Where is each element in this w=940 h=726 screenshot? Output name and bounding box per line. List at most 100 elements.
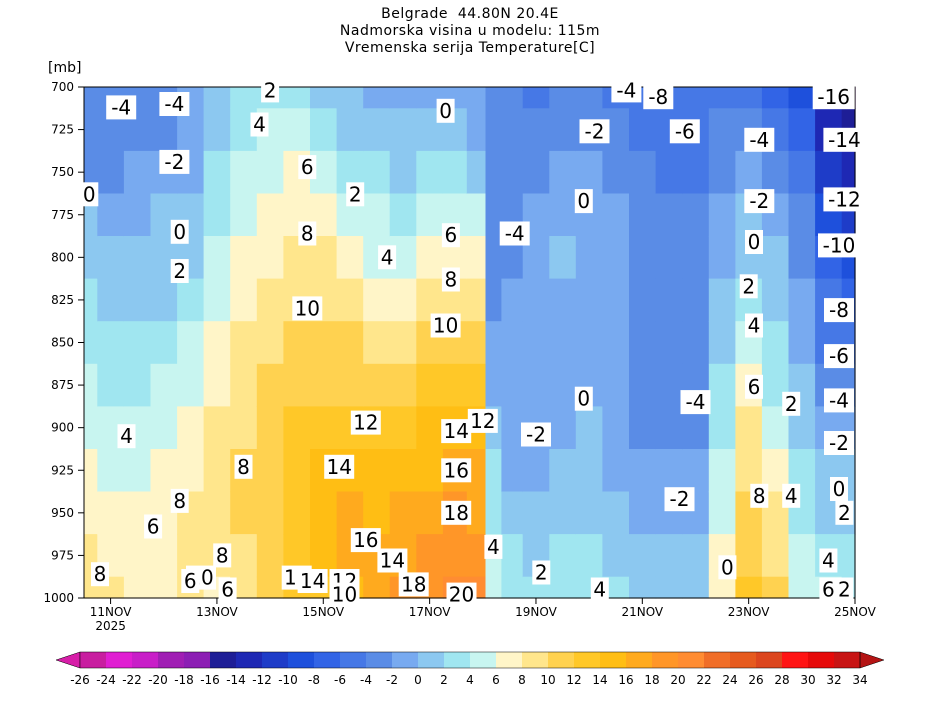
colorbar-swatch [158, 652, 185, 668]
contour-label-box [818, 233, 860, 258]
heatmap-cell [602, 150, 630, 195]
heatmap-cell [150, 406, 178, 450]
contour-label-box [106, 95, 137, 120]
heatmap-cell [256, 278, 284, 322]
contour-label: 6 [298, 155, 317, 180]
colorbar-label: -14 [226, 673, 246, 687]
heatmap-cell [416, 150, 444, 195]
contour-label-text: 8 [301, 222, 314, 246]
heatmap-cell [629, 491, 657, 535]
heatmap-cell [363, 321, 391, 365]
contour-label-box [590, 577, 609, 602]
contour-label-box [324, 454, 355, 479]
heatmap-cell [177, 278, 205, 322]
contour-label-box [91, 562, 109, 587]
heatmap-cell [466, 150, 486, 195]
contour-label: 4 [117, 424, 136, 449]
contour-label-text: 2 [264, 78, 277, 102]
colorbar-label: 18 [644, 673, 659, 687]
contour-label: 6 [144, 514, 163, 539]
contour-label-text: 0 [439, 99, 452, 123]
contour-label-box [261, 78, 280, 103]
heatmap-cell [363, 278, 391, 322]
heatmap-cell [522, 321, 550, 365]
heatmap-cell [735, 576, 763, 599]
colorbar-swatch [366, 652, 393, 668]
heatmap-cell [485, 576, 503, 599]
contour-label-text: 16 [353, 528, 378, 552]
heatmap-cell [549, 87, 577, 109]
contour-label-box [378, 245, 397, 270]
heatmap-cell [336, 363, 364, 407]
colorbar: -26 -24 -22 -20 -18 -16 -14 -12 -10 -8 -6 -4 -2 0 2 4 6 8… [55, 651, 885, 687]
contour-label-box [574, 189, 593, 214]
contour-label-box [664, 487, 695, 512]
heatmap-cell [841, 534, 856, 578]
y-tick-label: 875 [51, 378, 74, 392]
heatmap-cell [123, 534, 152, 578]
contour-label-text: 0 [173, 220, 186, 244]
heatmap-cell [761, 278, 790, 322]
y-axis: 700 725 750 775 800 825 850 875 900 925 950 975 1000 [43, 80, 84, 605]
heatmap-cell [203, 150, 231, 195]
heatmap-cell [283, 321, 311, 365]
x-tick-label: 21NOV [621, 605, 663, 619]
contour-label-box [377, 548, 408, 573]
heatmap-cell [629, 278, 657, 322]
contour-label-text: 6 [221, 578, 234, 602]
y-tick-label: 700 [51, 80, 74, 94]
heatmap-cell [788, 87, 816, 109]
heatmap-cell [501, 278, 524, 322]
contour-label-text: 6 [445, 223, 458, 247]
heatmap-cell [283, 87, 311, 109]
contour-label-box [80, 182, 99, 207]
heatmap-cell [522, 278, 550, 322]
heatmap-cell [708, 406, 736, 450]
contour-label-box [446, 582, 477, 607]
contour-label-text: -4 [111, 95, 131, 119]
colorbar-swatch [106, 652, 133, 668]
colorbar-swatch [626, 652, 653, 668]
heatmap-cell [761, 236, 790, 280]
heatmap-cell [389, 150, 417, 195]
contour-label-text: -2 [749, 189, 769, 213]
contour-label: 8 [213, 543, 232, 568]
colorbar-label: -22 [122, 673, 142, 687]
colorbar-label: -4 [360, 673, 372, 687]
contour-label: 0 [436, 98, 455, 123]
contour-label-text: 0 [83, 182, 96, 206]
heatmap-cell [363, 363, 391, 407]
contour-label-box [430, 313, 461, 338]
contour-label-box [441, 223, 460, 248]
colorbar-label: 16 [618, 673, 633, 687]
heatmap-cell [256, 150, 284, 195]
heatmap-cell [485, 321, 503, 365]
heatmap-cell [123, 449, 152, 493]
contour-label: -10 [818, 233, 860, 258]
contour-label-box [297, 569, 328, 593]
heatmap-cell [575, 406, 603, 450]
heatmap-cell [203, 87, 231, 109]
heatmap-cell [602, 193, 630, 237]
heatmap-cell [708, 236, 736, 280]
heatmap-cell [522, 87, 550, 109]
contour-label-box [611, 78, 642, 103]
contour-label: 14 [324, 454, 355, 479]
heatmap-cell [549, 278, 577, 322]
contour-label: -2 [579, 119, 610, 144]
colorbar-label: -18 [174, 673, 194, 687]
contour-label-text: 2 [349, 182, 362, 206]
contour-label-box [835, 577, 854, 602]
colorbar-label: -20 [148, 673, 168, 687]
heatmap-cell [310, 491, 338, 535]
heatmap-cell [283, 449, 311, 493]
heatmap-cell [230, 193, 258, 237]
contour-label-box [750, 483, 769, 508]
contour-label-text: 0 [577, 387, 590, 411]
contour-label-text: 4 [822, 549, 835, 573]
colorbar-label: 30 [800, 673, 815, 687]
heatmap-cell [150, 534, 178, 578]
heatmap-cell [629, 150, 657, 195]
contour-label: 20 [446, 582, 477, 607]
colorbar-label: -2 [386, 673, 398, 687]
